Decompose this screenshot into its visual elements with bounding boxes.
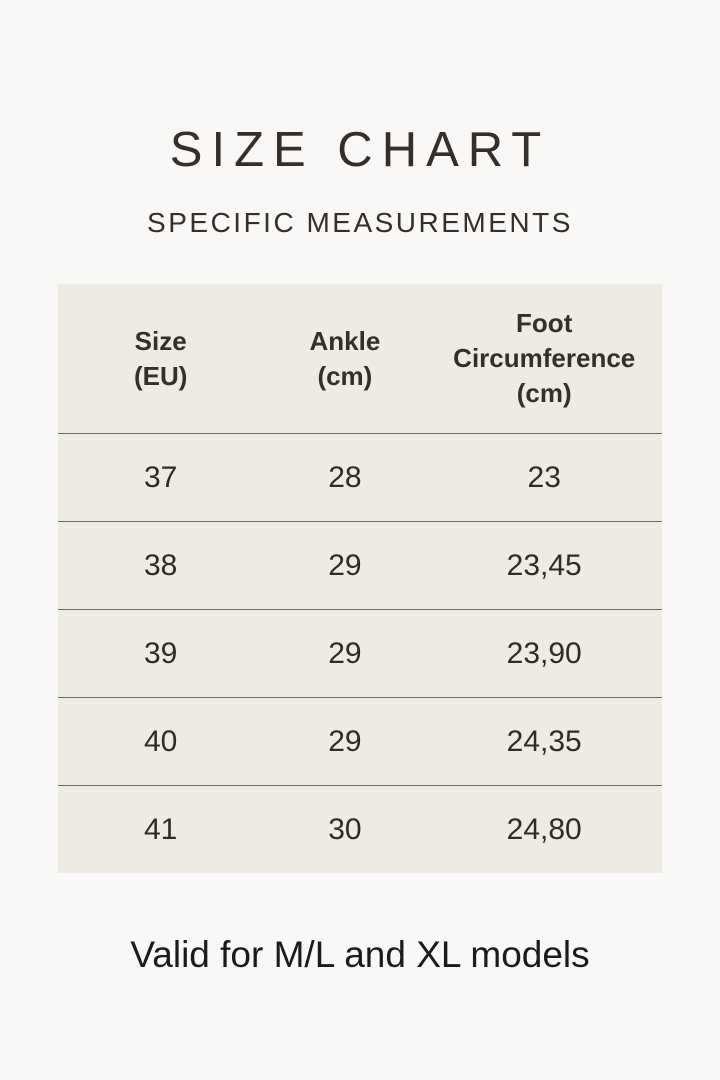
table-row: 41 30 24,80 — [58, 785, 662, 873]
table-row: 39 29 23,90 — [58, 609, 662, 697]
cell-foot-circumference: 23 — [527, 460, 561, 494]
column-header-ankle-label: Ankle — [309, 325, 381, 356]
cell-size: 38 — [143, 548, 178, 582]
cell-foot-circumference: 24,35 — [506, 724, 582, 758]
table-row: 40 29 24,35 — [58, 697, 662, 785]
footer-note: Valid for M/L and XL models — [130, 934, 590, 975]
cell-foot-circumference: 24,80 — [506, 812, 582, 846]
column-header-ankle-unit: (cm) — [317, 360, 373, 391]
table-row: 37 28 23 — [58, 433, 662, 521]
size-table: Size (EU) Ankle (cm) Foot Circumference … — [58, 284, 662, 873]
page-title: SIZE CHART — [169, 123, 551, 177]
column-header-ankle: Ankle (cm) — [263, 324, 426, 394]
cell-ankle: 29 — [328, 548, 362, 582]
column-header-size: Size (EU) — [58, 324, 263, 394]
column-header-size-unit: (EU) — [133, 360, 188, 391]
cell-ankle: 29 — [328, 724, 362, 758]
cell-ankle: 28 — [328, 460, 362, 494]
cell-size: 39 — [143, 636, 178, 670]
cell-foot-circumference: 23,45 — [506, 548, 582, 582]
column-header-foot-circumference-label: Foot Circumference — [453, 308, 636, 373]
table-row: 38 29 23,45 — [58, 521, 662, 609]
cell-size: 41 — [143, 812, 178, 846]
page-subtitle: SPECIFIC MEASUREMENTS — [147, 207, 573, 238]
table-header-row: Size (EU) Ankle (cm) Foot Circumference … — [58, 284, 662, 433]
column-header-foot-circumference-unit: (cm) — [516, 378, 572, 408]
cell-ankle: 29 — [328, 636, 362, 670]
column-header-size-label: Size — [134, 325, 187, 356]
cell-size: 40 — [143, 724, 178, 758]
cell-size: 37 — [143, 460, 178, 494]
column-header-foot-circumference: Foot Circumference (cm) — [426, 306, 662, 411]
cell-ankle: 30 — [328, 812, 362, 846]
cell-foot-circumference: 23,90 — [506, 636, 582, 670]
